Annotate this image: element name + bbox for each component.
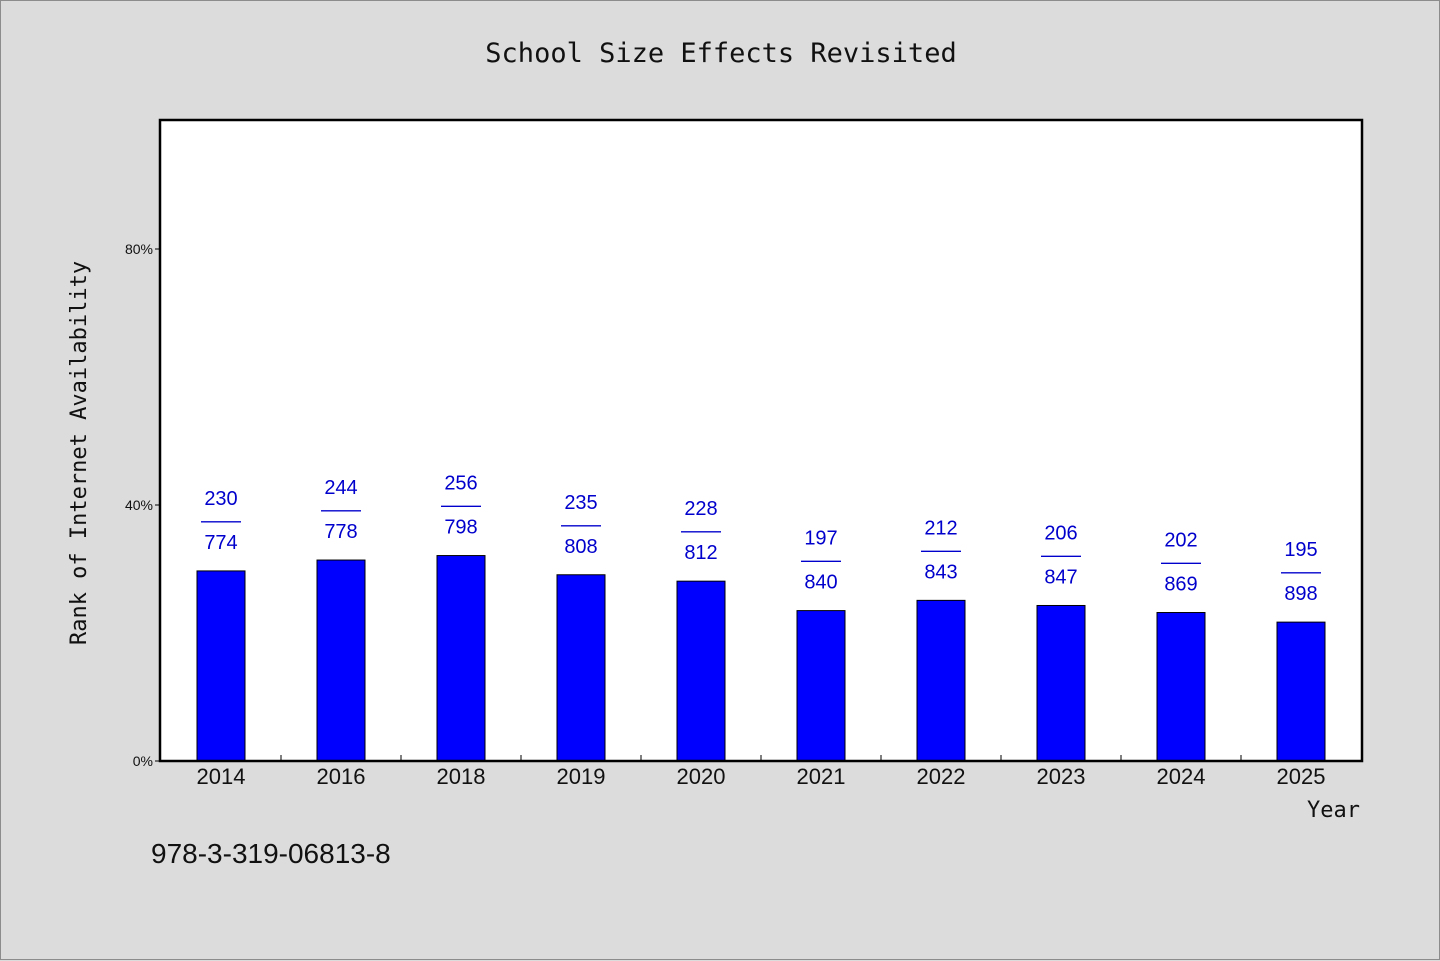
y-tick-label-1: 40% xyxy=(125,497,153,513)
data-label-sep-2023: —— xyxy=(1041,544,1081,566)
bar-2023 xyxy=(1036,604,1086,762)
x-tick-label-2022: 2022 xyxy=(917,764,966,789)
data-label-sep-2020: —— xyxy=(681,520,721,542)
data-label-top-2025: 195 xyxy=(1284,539,1317,561)
data-label-bottom-2019: 808 xyxy=(564,536,597,558)
bar-2018 xyxy=(436,555,486,762)
data-label-sep-2016: —— xyxy=(321,499,361,521)
data-label-sep-2021: —— xyxy=(801,550,841,572)
data-label-top-2019: 235 xyxy=(564,492,597,514)
chart-title: School Size Effects Revisited xyxy=(485,38,956,69)
data-label-bottom-2023: 847 xyxy=(1044,566,1077,588)
data-label-sep-2019: —— xyxy=(561,514,601,536)
y-tick-label-0: 0% xyxy=(133,753,153,769)
x-tick-label-2023: 2023 xyxy=(1037,764,1086,789)
data-label-bottom-2021: 840 xyxy=(804,572,837,594)
data-label-top-2024: 202 xyxy=(1164,530,1197,552)
data-label-top-2020: 228 xyxy=(684,498,717,520)
x-tick-label-2020: 2020 xyxy=(677,764,726,789)
bar-2014 xyxy=(196,570,246,762)
bar-2025 xyxy=(1276,621,1326,762)
bar-2019 xyxy=(556,574,606,762)
y-axis: 0% 40% 80% xyxy=(125,241,161,769)
bars-group xyxy=(196,555,1326,762)
data-label-sep-2024: —— xyxy=(1161,552,1201,574)
data-label-sep-2018: —— xyxy=(441,495,481,517)
x-tick-label-2016: 2016 xyxy=(317,764,366,789)
x-tick-label-2021: 2021 xyxy=(797,764,846,789)
x-tick-label-2014: 2014 xyxy=(197,764,246,789)
x-tick-label-2024: 2024 xyxy=(1157,764,1206,789)
data-labels-group: 230——774244——778256——798235——808228——812… xyxy=(201,473,1321,606)
data-label-sep-2022: —— xyxy=(921,539,961,561)
data-label-bottom-2022: 843 xyxy=(924,561,957,583)
data-label-top-2014: 230 xyxy=(204,488,237,510)
x-tick-label-2025: 2025 xyxy=(1277,764,1326,789)
x-tick-label-2019: 2019 xyxy=(557,764,606,789)
bar-2016 xyxy=(316,559,366,762)
bar-2020 xyxy=(676,580,726,762)
data-label-bottom-2025: 898 xyxy=(1284,583,1317,605)
data-label-bottom-2018: 798 xyxy=(444,517,477,539)
x-tick-label-2018: 2018 xyxy=(437,764,486,789)
data-label-top-2018: 256 xyxy=(444,473,477,495)
x-axis: 2014 2016 2018 2019 2020 2021 2022 2023 2024 2025 xyxy=(197,755,1326,789)
data-label-bottom-2016: 778 xyxy=(324,521,357,543)
data-label-bottom-2024: 869 xyxy=(1164,574,1197,596)
x-axis-label: Year xyxy=(1307,798,1360,823)
data-label-top-2023: 206 xyxy=(1044,522,1077,544)
isbn-footer: 978-3-319-06813-8 xyxy=(151,838,391,869)
bar-2024 xyxy=(1156,612,1206,762)
y-tick-label-2: 80% xyxy=(125,241,153,257)
y-axis-label: Rank of Internet Availability xyxy=(67,261,92,645)
data-label-bottom-2020: 812 xyxy=(684,542,717,564)
data-label-top-2022: 212 xyxy=(924,517,957,539)
bar-2022 xyxy=(916,599,966,762)
data-label-top-2021: 197 xyxy=(804,528,837,550)
data-label-sep-2025: —— xyxy=(1281,561,1321,583)
data-label-bottom-2014: 774 xyxy=(204,532,237,554)
data-label-top-2016: 244 xyxy=(324,477,357,499)
bar-2021 xyxy=(796,610,846,762)
data-label-sep-2014: —— xyxy=(201,510,241,532)
